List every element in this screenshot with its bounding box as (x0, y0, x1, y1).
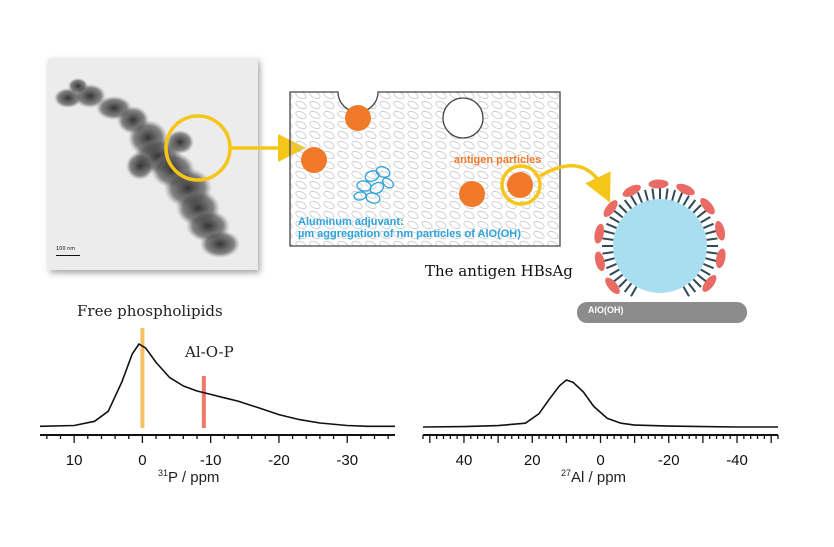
tick-label: 10 (66, 452, 83, 469)
spectrum-line (422, 379, 778, 428)
al27-spectrum: 40 20 0 -20 -40 (422, 379, 779, 469)
scale-bar-label: 100 nm (56, 246, 76, 252)
spectrum-line (39, 343, 395, 428)
al27-axis-title: 27Al / ppm (561, 468, 627, 486)
tick-label: 20 (524, 452, 541, 469)
tick-label: -10 (200, 452, 222, 469)
tick-label: 40 (456, 452, 473, 469)
adjuvant-label-line1: Aluminum adjuvant: (298, 216, 404, 228)
free-phospholipids-label: Free phospholipids (77, 302, 223, 320)
p31-axis-title: 31P / ppm (158, 468, 220, 486)
surface-label: AlO(OH) (588, 305, 624, 315)
tem-micrograph: 100 nm (48, 58, 258, 270)
tick-label: -40 (726, 452, 748, 469)
scale-bar (56, 254, 80, 256)
hbsag-caption: The antigen HBsAg (425, 262, 573, 280)
tick-label: -30 (336, 452, 358, 469)
tick-label: 0 (138, 452, 146, 469)
adjuvant-label-line2: µm aggregation of nm particles of AlO(OH… (298, 228, 521, 240)
tem-aggregate-image (48, 58, 258, 270)
tick-label: 0 (596, 452, 604, 469)
antigen-particles-label: antigen particles (454, 154, 542, 166)
tick-label: -20 (268, 452, 290, 469)
p31-spectrum: 10 0 -10 -20 -30 (39, 328, 395, 469)
tick-label: -20 (658, 452, 680, 469)
al-o-p-label: Al-O-P (185, 343, 234, 361)
